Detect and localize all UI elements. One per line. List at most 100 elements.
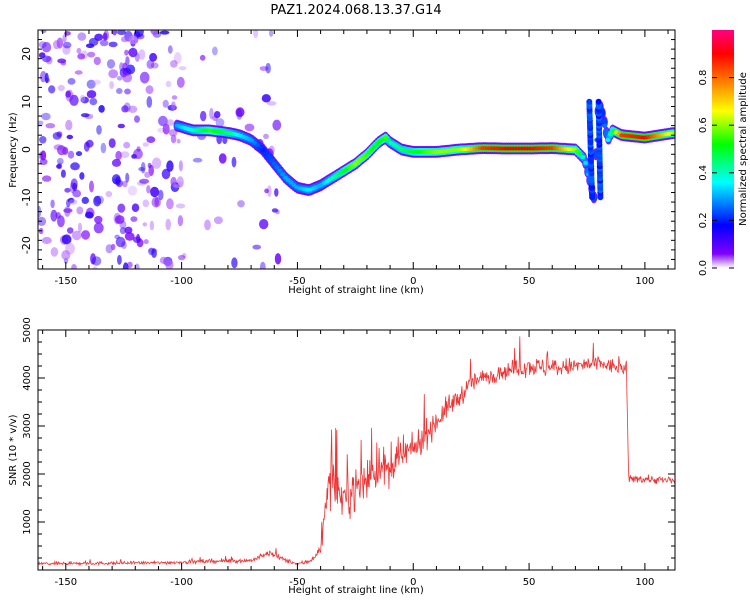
colorbar-ticks: 0.0 0.2 0.4 0.6 0.8 (698, 70, 734, 276)
spectrum-cell (92, 79, 101, 85)
spectrum-cell (123, 141, 131, 149)
spectrum-cell (52, 132, 62, 140)
spectrum-cell (125, 56, 130, 67)
x-tick-label: 100 (635, 276, 654, 287)
x-tick-label: 50 (523, 577, 536, 588)
spectrum-cell (158, 189, 164, 201)
spectrum-cell (117, 254, 122, 265)
spectrum-cell (117, 123, 126, 129)
spectrum-cell (602, 123, 608, 128)
y-tick-label: -20 (20, 236, 33, 254)
spectrum-cell (81, 196, 90, 204)
spectrum-cell (122, 72, 133, 83)
spectrum-cell (108, 138, 116, 149)
spectrum-cell (162, 123, 170, 135)
spectrum-cell (65, 242, 75, 255)
spectrum-cell (138, 167, 145, 172)
spectrum-cell (178, 66, 187, 71)
spectrum-cell (261, 94, 271, 103)
spectrum-cell (93, 195, 102, 207)
snr-x-label: Height of straight line (km) (288, 585, 424, 596)
spectrum-cell (136, 233, 141, 243)
spectrum-cell (199, 54, 206, 61)
y-tick-label: 2000 (22, 461, 33, 486)
spectrum-cell (126, 64, 136, 75)
spectrum-cell (142, 142, 149, 147)
spectrum-cell (79, 94, 86, 103)
spectrum-cell (280, 172, 285, 177)
x-tick-label: 50 (523, 276, 536, 287)
colorbar-tick-label: 0.4 (698, 165, 709, 181)
spectrum-cell (608, 132, 613, 137)
spectrum-cell (77, 32, 87, 41)
spectrum-cell (165, 80, 172, 88)
spectrum-cell (106, 59, 116, 69)
spectrum-cell (168, 129, 178, 137)
spectrum-cell (108, 69, 119, 79)
spectrum-cell (146, 185, 151, 194)
spectrogram-x-label: Height of straight line (km) (288, 285, 424, 296)
spectrum-cell (94, 215, 103, 224)
x-tick-label: -50 (289, 276, 305, 287)
spectrum-cell (177, 254, 186, 261)
spectrum-cell (100, 142, 107, 154)
spectrum-cell (50, 247, 59, 257)
spectrum-cell (68, 199, 78, 205)
spectrum-cell (111, 174, 121, 185)
spectrum-cell (244, 123, 255, 132)
spectrum-cell (231, 156, 237, 168)
y-tick-label: -10 (20, 188, 33, 206)
spectrum-cell (166, 198, 174, 210)
spectrum-cell (45, 123, 56, 129)
spectrum-cell (150, 62, 159, 69)
spectrum-cell (89, 98, 98, 106)
spectrum-cell (271, 161, 277, 166)
spectrum-cell (267, 185, 272, 198)
spectrum-cell (74, 70, 83, 75)
colorbar-tick-label: 0.2 (698, 212, 709, 228)
spectrum-cell (88, 37, 99, 46)
spectrum-cell (277, 168, 283, 173)
colorbar-label: Normalized spectral amplitude (738, 72, 749, 226)
spectrum-cell (259, 219, 269, 230)
spectrum-cell (40, 150, 47, 161)
spectrum-cell (672, 130, 675, 135)
spectrum-cell (127, 261, 133, 269)
spectrum-cell (39, 136, 47, 144)
snr-panel: -150 -100 -50 0 50 100 1000 2000 3000 4000 5000 H… (8, 317, 676, 596)
spectrum-cell (176, 138, 181, 144)
spectrum-cell (213, 111, 221, 119)
spectrogram-y-label: Frequency (Hz) (8, 112, 19, 188)
spectrum-cell (165, 218, 171, 231)
spectrum-cell (72, 182, 78, 192)
spectrum-cell (580, 155, 586, 160)
spectrum-cell (265, 62, 271, 74)
spectrum-cell (162, 99, 169, 108)
spectrum-cell (209, 107, 214, 120)
spectrum-cell (113, 212, 122, 225)
spectrum-cell (595, 98, 602, 105)
spectrum-cell (274, 253, 282, 265)
spectrum-cell (108, 41, 118, 48)
spectrum-cell (56, 37, 64, 49)
spectrum-cell (64, 31, 71, 36)
spectrum-cell (96, 124, 102, 135)
spectrum-cell (366, 150, 372, 155)
spectrum-cell (149, 52, 158, 62)
spectrum-cell (577, 152, 583, 157)
spectrum-cell (143, 239, 149, 245)
spectrum-cell (274, 188, 279, 197)
spectrum-cell (69, 94, 79, 106)
spectrum-cell (38, 41, 47, 49)
spectrum-cell (62, 41, 72, 49)
snr-y-label: SNR (10 * v/v) (8, 414, 19, 485)
spectrum-cell (605, 137, 611, 142)
spectrum-cell (116, 88, 123, 94)
spectrum-cell (128, 35, 138, 45)
spectrum-cell (115, 150, 122, 161)
spectrum-cell (178, 160, 183, 172)
spectrum-cell (90, 253, 96, 265)
spectrum-cell (114, 215, 125, 224)
spectrum-cell (231, 257, 238, 269)
